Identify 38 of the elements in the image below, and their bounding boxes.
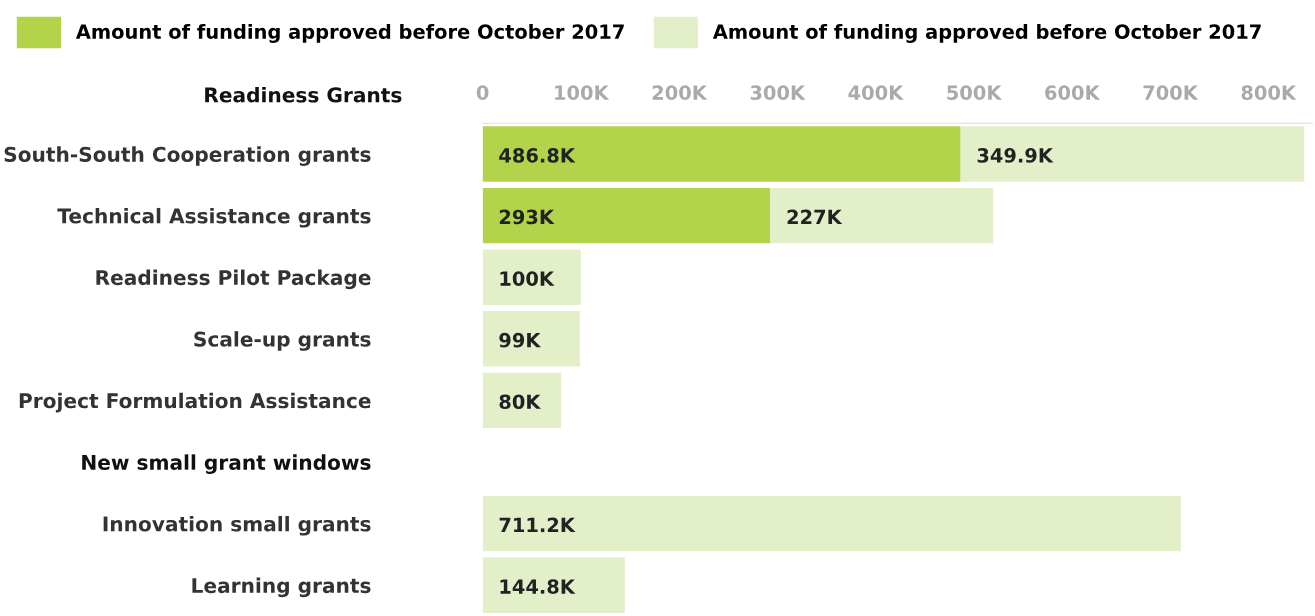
y-tick-label: South-South Cooperation grants	[4, 146, 371, 166]
data-label: 486.8K	[499, 148, 576, 163]
x-tick-label: 600K	[1045, 85, 1101, 100]
y-tick-label: Readiness Pilot Package	[96, 269, 371, 290]
y-tick-label: Learning grants	[192, 577, 371, 598]
text: Readiness Grants	[205, 86, 402, 103]
y-tick-label: Project Formulation Assistance	[19, 392, 371, 413]
data-label: 227K	[787, 209, 843, 225]
bar	[770, 187, 994, 244]
y-tick-label: New small grant windows	[82, 454, 371, 474]
data-label: 100K	[500, 271, 555, 286]
legend-label: Amount of funding approved before October 2017	[75, 23, 624, 43]
bar	[482, 495, 1181, 552]
bar	[482, 557, 625, 613]
x-tick-label: 400K	[848, 85, 904, 100]
x-tick-label: 100K	[555, 85, 610, 100]
x-tick-label: 0	[476, 85, 489, 100]
data-label: 99K	[499, 332, 542, 348]
bar	[482, 126, 961, 182]
x-tick-label: 800K	[1241, 85, 1297, 100]
data-label: 80K	[499, 394, 542, 410]
bar	[960, 126, 1305, 182]
bar	[482, 249, 581, 305]
bar	[482, 311, 580, 367]
data-label: 293K	[499, 209, 555, 225]
data-label: 144.8K	[500, 579, 576, 594]
data-label: 349.9K	[977, 148, 1054, 163]
x-tick-label: 200K	[652, 85, 708, 100]
y-tick-label: Scale-up grants	[194, 331, 371, 351]
bar	[482, 187, 771, 244]
x-tick-label: 300K	[750, 85, 806, 100]
y-tick-label: Innovation small grants	[103, 515, 371, 536]
legend-label: Amount of funding approved before October 2017	[712, 23, 1261, 43]
data-label: 711.2K	[499, 517, 576, 533]
x-tick-label: 700K	[1143, 85, 1199, 100]
bar	[482, 372, 562, 429]
x-tick-label: 500K	[947, 85, 1003, 100]
y-tick-label: Technical Assistance grants	[57, 207, 371, 228]
